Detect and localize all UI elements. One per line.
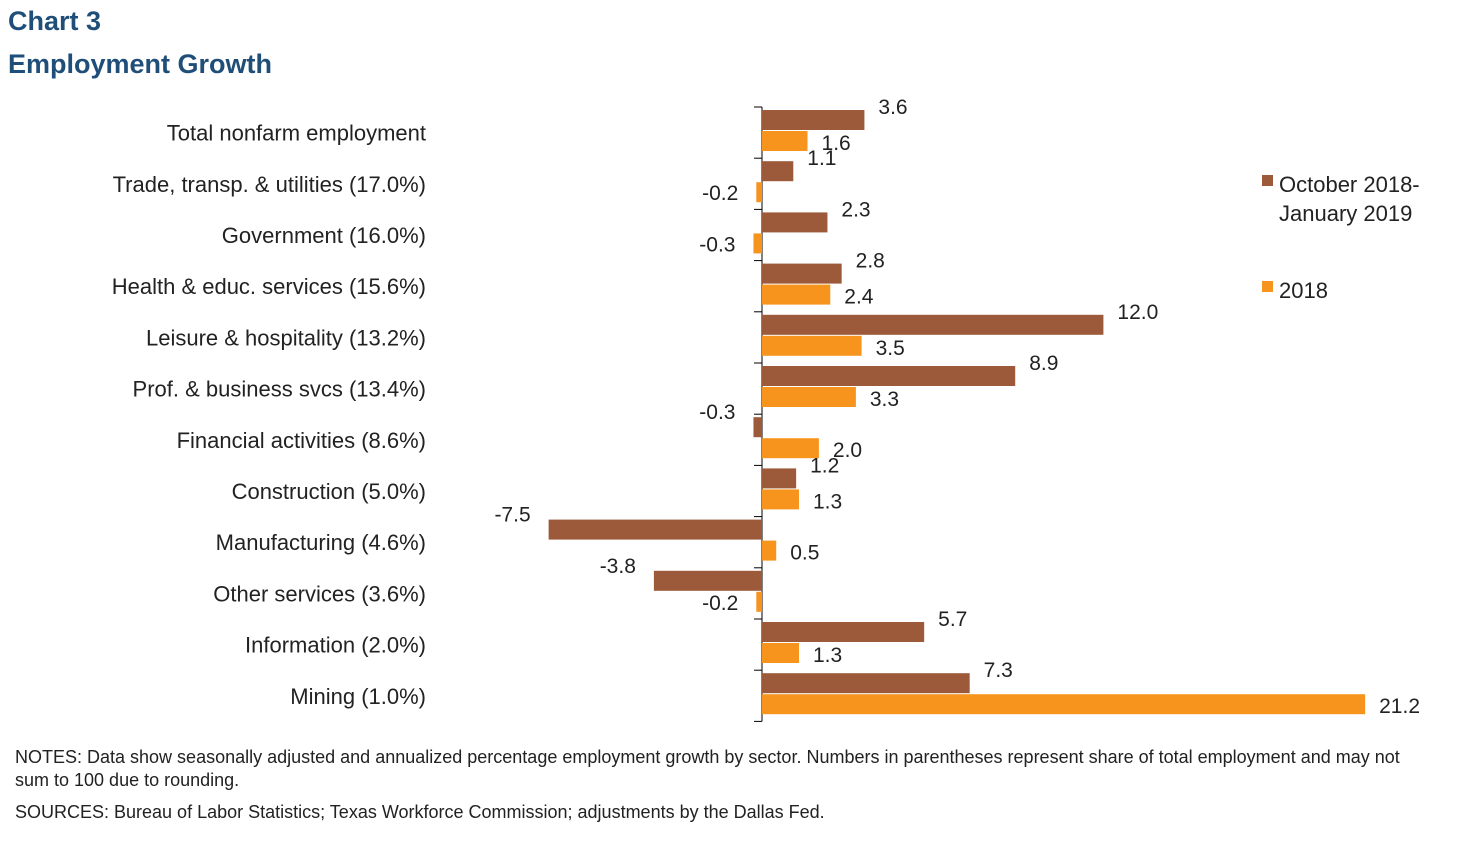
data-label: 3.5 xyxy=(876,337,905,360)
bar-2018 xyxy=(762,694,1366,715)
legend-label: January 2019 xyxy=(1279,201,1412,226)
category-label: Financial activities (8.6%) xyxy=(177,428,426,453)
bar-oct-jan xyxy=(762,673,970,694)
category-label: Total nonfarm employment xyxy=(167,121,426,146)
notes-text: NOTES: Data show seasonally adjusted and… xyxy=(15,747,1400,790)
bar-2018 xyxy=(756,182,762,203)
data-label: 2.3 xyxy=(841,198,870,221)
bar-2018 xyxy=(756,591,762,612)
bar-oct-jan xyxy=(762,161,794,182)
chart-number: Chart 3 xyxy=(8,6,102,36)
bar-oct-jan xyxy=(753,417,762,438)
category-label: Leisure & hospitality (13.2%) xyxy=(146,325,426,350)
data-label: -0.3 xyxy=(699,233,735,256)
data-label: 1.3 xyxy=(813,490,842,513)
chart-title: Employment Growth xyxy=(8,49,273,79)
data-label: 1.3 xyxy=(813,644,842,667)
legend-swatch xyxy=(1262,175,1273,186)
bar-chart: Total nonfarm employment 3.6 1.6 Trade, tra… xyxy=(112,96,1420,722)
bar-oct-jan xyxy=(548,519,762,540)
data-label: 1.1 xyxy=(807,147,836,170)
bar-oct-jan xyxy=(762,468,797,489)
bar-2018 xyxy=(762,540,777,561)
category-label: Trade, transp. & utilities (17.0%) xyxy=(113,172,426,197)
data-label: 2.4 xyxy=(844,286,874,309)
bar-oct-jan xyxy=(762,263,842,284)
data-label: -7.5 xyxy=(494,504,530,527)
bar-2018 xyxy=(762,387,856,407)
bar-2018 xyxy=(762,131,808,151)
bar-2018 xyxy=(762,284,831,305)
data-label: -3.8 xyxy=(600,555,636,578)
bar-oct-jan xyxy=(762,314,1104,335)
category-label: Mining (1.0%) xyxy=(290,684,426,709)
data-label: -0.3 xyxy=(699,401,735,424)
data-label: 3.3 xyxy=(870,388,899,411)
data-label: 3.6 xyxy=(878,96,907,119)
data-label: 1.2 xyxy=(810,454,839,477)
data-label: 1.6 xyxy=(822,132,851,155)
data-label: 7.3 xyxy=(984,659,1013,682)
data-label: 5.7 xyxy=(938,608,967,631)
legend-swatch xyxy=(1262,281,1273,292)
data-label: 2.0 xyxy=(833,439,862,462)
data-label: 0.5 xyxy=(790,542,819,565)
legend-label: October 2018- xyxy=(1279,172,1420,197)
data-label: -0.2 xyxy=(702,182,738,205)
data-label: 12.0 xyxy=(1117,301,1158,324)
category-label: Other services (3.6%) xyxy=(213,581,426,606)
data-label: 8.9 xyxy=(1029,352,1058,375)
category-label: Construction (5.0%) xyxy=(232,479,426,504)
data-label: -0.2 xyxy=(702,592,738,615)
bar-2018 xyxy=(762,489,799,510)
bar-2018 xyxy=(762,335,862,356)
bar-oct-jan xyxy=(762,366,1016,386)
category-label: Health & educ. services (15.6%) xyxy=(112,274,426,299)
legend-label: 2018 xyxy=(1279,278,1328,303)
bar-oct-jan xyxy=(762,622,925,642)
bar-2018 xyxy=(762,438,819,459)
category-label: Manufacturing (4.6%) xyxy=(216,530,426,555)
bar-oct-jan xyxy=(653,570,762,591)
bar-2018 xyxy=(762,643,799,663)
category-label: Prof. & business svcs (13.4%) xyxy=(133,377,426,402)
bar-2018 xyxy=(753,233,762,254)
category-label: Government (16.0%) xyxy=(222,223,426,248)
category-label: Information (2.0%) xyxy=(245,633,426,658)
sources-text: SOURCES: Bureau of Labor Statistics; Tex… xyxy=(15,802,825,822)
data-label: 21.2 xyxy=(1379,695,1420,718)
data-label: 2.8 xyxy=(856,250,885,273)
bar-oct-jan xyxy=(762,110,865,130)
bar-oct-jan xyxy=(762,212,828,233)
